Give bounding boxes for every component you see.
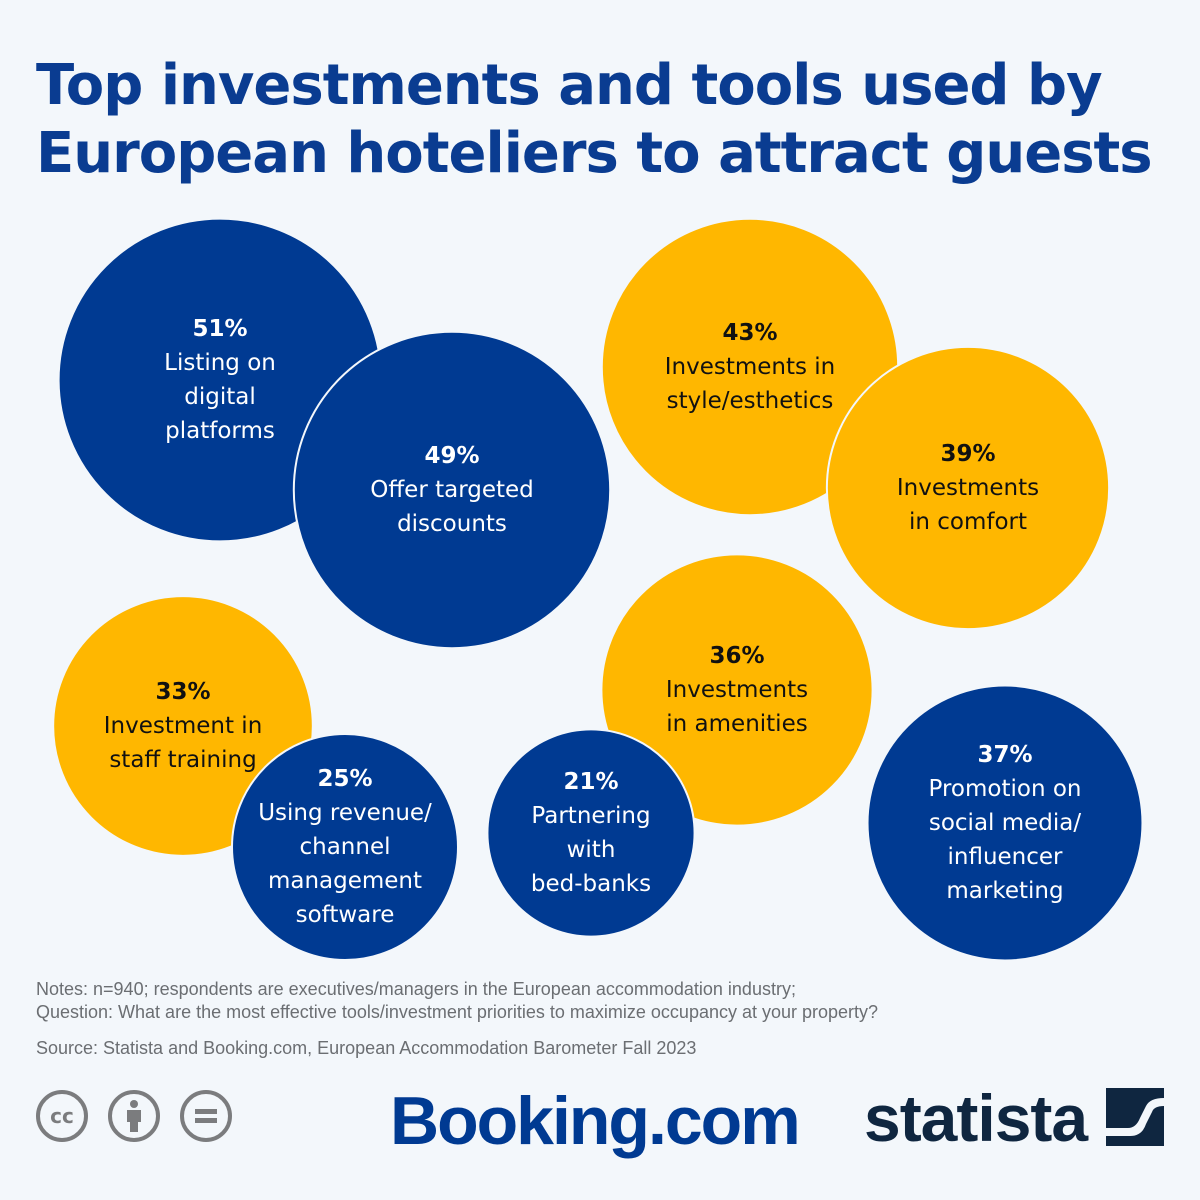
- bubble-label-line: channel: [299, 834, 391, 860]
- bubble-value: 33%: [155, 679, 211, 705]
- chart-title: Top investments and tools used by Europe…: [36, 53, 1153, 186]
- bubble-value: 37%: [977, 742, 1033, 768]
- bubble-value: 43%: [722, 320, 778, 346]
- bubble-label: 37% Promotion on social media/influencer ma…: [929, 738, 1082, 908]
- bubble-label-line: Using revenue/: [258, 800, 432, 826]
- bubble-label: 33% Investment in staff training: [104, 675, 263, 777]
- bubble-label-line: in comfort: [908, 509, 1028, 535]
- bubble-label-line: bed-banks: [530, 871, 652, 897]
- bubble-25: [231, 733, 459, 961]
- bubble-label-line: platforms: [165, 418, 275, 444]
- bubble-label-line: social media/: [928, 810, 1082, 836]
- bubble-37: [866, 684, 1144, 962]
- bubble-label-line: Offer targeted: [370, 477, 534, 503]
- booking-logo[interactable]: Booking.com: [390, 1083, 801, 1159]
- bubble-label-line: management: [267, 868, 423, 894]
- bubble-label-line: Promotion on: [928, 776, 1082, 802]
- bubble-label-line: staff training: [109, 747, 257, 773]
- bubble-label-line: with: [566, 837, 616, 863]
- statista-logo-icon: [1106, 1088, 1164, 1146]
- statista-logo[interactable]: statista: [864, 1081, 1088, 1155]
- bubble-label-line: software: [295, 902, 395, 928]
- bubble-label-line: Listing on: [164, 350, 276, 376]
- bubble-label: 51% Listing on digital platforms: [164, 312, 276, 448]
- bubble-36: [600, 553, 874, 827]
- attribution-icon[interactable]: [108, 1090, 160, 1142]
- bubble-49: [292, 330, 612, 650]
- notes: Notes: n=940; respondents are executives…: [36, 978, 878, 1024]
- bubble-value: 21%: [563, 769, 619, 795]
- bubble-label: 25% Using revenue/channel management softwa…: [258, 762, 432, 932]
- bubble-label-line: influencer: [947, 844, 1063, 870]
- bubble-label: 21% Partnering with bed-banks: [531, 765, 651, 901]
- bubble-label-line: style/esthetics: [666, 388, 834, 414]
- bubble-label-line: digital: [184, 384, 256, 410]
- no-derivatives-icon[interactable]: [180, 1090, 232, 1142]
- bubble-label: 49% Offer targeted discounts: [370, 439, 534, 541]
- bubble-label-line: in amenities: [666, 711, 808, 737]
- bubble-value: 49%: [424, 443, 480, 469]
- bubble-21: [486, 728, 696, 938]
- bubble-label-line: Investments in: [664, 354, 836, 380]
- bubble-label: 43% Investments in style/esthetics: [665, 316, 836, 418]
- bubble-label-line: Investments: [896, 475, 1040, 501]
- bubble-label-line: marketing: [946, 878, 1064, 904]
- bubble-value: 51%: [192, 316, 248, 342]
- bubble-label-line: discounts: [397, 511, 507, 537]
- bubble-value: 36%: [709, 643, 765, 669]
- source: Source: Statista and Booking.com, Europe…: [36, 1038, 697, 1058]
- notes-line-2: Question: What are the most effective to…: [36, 1002, 879, 1022]
- bubble-label-line: Investments: [665, 677, 809, 703]
- notes-line-1: Notes: n=940; respondents are executives…: [36, 979, 796, 999]
- bubble-label: 39% Investments in comfort: [897, 437, 1039, 539]
- bubble-value: 39%: [940, 441, 996, 467]
- bubble-label-line: Partnering: [531, 803, 651, 829]
- bubble-39: [825, 345, 1111, 631]
- bubble-value: 25%: [317, 766, 373, 792]
- bubble-label: 36% Investments in amenities: [666, 639, 808, 741]
- cc-icon[interactable]: cc: [36, 1090, 88, 1142]
- bubble-label-line: Investment in: [103, 713, 263, 739]
